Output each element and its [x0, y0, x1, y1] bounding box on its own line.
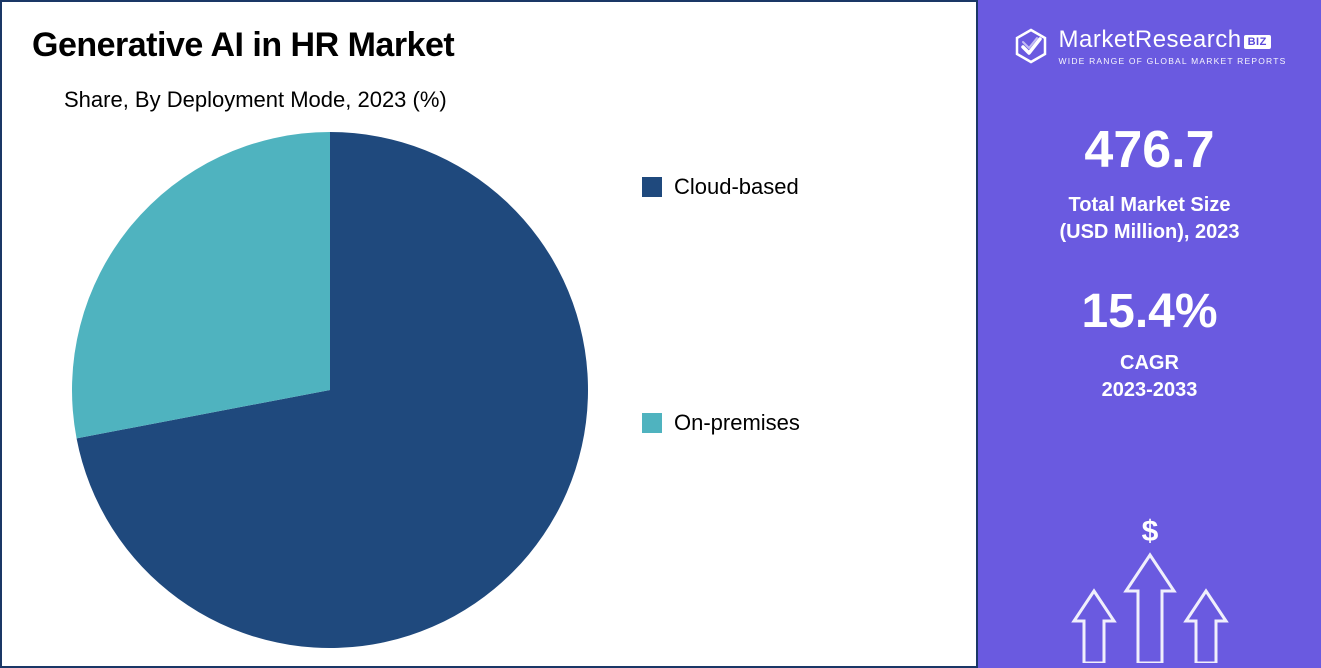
legend-item-cloud: Cloud-based — [642, 174, 800, 200]
legend-swatch — [642, 177, 662, 197]
logo-main-text: MarketResearchBIZ — [1059, 26, 1287, 54]
market-size-value: 476.7 — [1084, 124, 1214, 176]
logo-badge: BIZ — [1244, 35, 1271, 49]
logo-text: MarketResearchBIZ WIDE RANGE OF GLOBAL M… — [1059, 26, 1287, 66]
legend-swatch — [642, 413, 662, 433]
stats-panel: MarketResearchBIZ WIDE RANGE OF GLOBAL M… — [978, 0, 1321, 668]
chart-title: Generative AI in HR Market — [32, 26, 946, 65]
dollar-icon: $ — [1141, 515, 1158, 548]
legend: Cloud-based On-premises — [642, 174, 800, 436]
legend-item-onprem: On-premises — [642, 410, 800, 436]
pie-slice — [72, 132, 330, 438]
logo: MarketResearchBIZ WIDE RANGE OF GLOBAL M… — [1013, 26, 1287, 66]
legend-label: Cloud-based — [674, 174, 799, 200]
cagr-value: 15.4% — [1081, 288, 1217, 336]
chart-panel: Generative AI in HR Market Share, By Dep… — [0, 0, 978, 668]
cagr-label: CAGR 2023-2033 — [1102, 350, 1198, 404]
pie-chart — [72, 132, 588, 653]
chart-subtitle: Share, By Deployment Mode, 2023 (%) — [64, 87, 946, 113]
market-size-label: Total Market Size (USD Million), 2023 — [1059, 192, 1239, 246]
logo-tagline: WIDE RANGE OF GLOBAL MARKET REPORTS — [1059, 56, 1287, 66]
logo-icon — [1013, 28, 1049, 64]
growth-arrows-icon: $ — [1030, 513, 1270, 668]
legend-label: On-premises — [674, 410, 800, 436]
